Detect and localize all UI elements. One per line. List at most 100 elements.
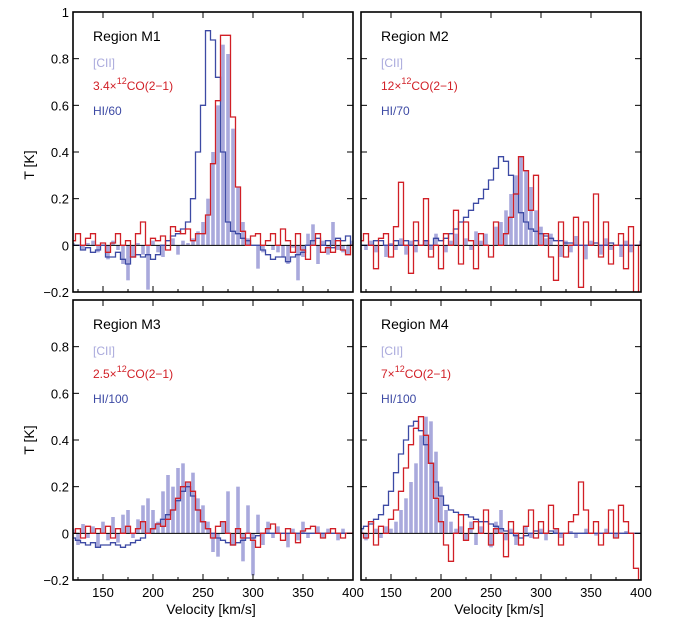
cii-bar xyxy=(439,486,443,534)
cii-bar xyxy=(161,491,165,534)
y-tick-label: 0.2 xyxy=(51,480,69,495)
cii-bar xyxy=(361,528,363,534)
cii-bar xyxy=(161,245,165,257)
cii-bar xyxy=(221,521,225,534)
legend-co: 3.4×12CO(2−1) xyxy=(93,76,173,93)
cii-bar xyxy=(276,245,280,253)
cii-bar xyxy=(146,245,150,290)
cii-bar xyxy=(136,243,140,246)
cii-bar xyxy=(509,194,513,246)
cii-bar xyxy=(514,175,518,246)
cii-bar xyxy=(474,231,478,246)
cii-bar xyxy=(444,510,448,534)
cii-bar xyxy=(276,526,280,534)
legend-cii: [CII] xyxy=(93,56,115,70)
cii-bar xyxy=(291,528,295,534)
cii-bar xyxy=(86,533,90,538)
cii-bar xyxy=(336,533,340,541)
cii-bar xyxy=(544,533,548,541)
cii-bar xyxy=(141,505,145,534)
cii-bar xyxy=(504,533,508,541)
cii-bar xyxy=(514,533,518,545)
cii-bar xyxy=(629,245,633,253)
panel-3: 150 200 250 300 350 400 −0.2 0 0.2 0.4 0.6 0.8 Regio… xyxy=(43,299,364,600)
cii-bar xyxy=(166,475,170,534)
cii-bar xyxy=(251,533,255,576)
hi-series-line xyxy=(361,156,641,246)
y-tick-label: 0 xyxy=(62,238,69,253)
cii-bar xyxy=(96,245,100,253)
cii-bar xyxy=(156,245,160,253)
y-tick-label: 1 xyxy=(62,5,69,20)
cii-bar xyxy=(464,238,468,246)
cii-bar xyxy=(409,482,413,534)
cii-bar xyxy=(311,224,315,246)
cii-bar xyxy=(241,533,245,562)
legend-hi: HI/70 xyxy=(381,104,410,118)
co-series-line xyxy=(73,481,353,548)
cii-bar xyxy=(554,528,558,534)
cii-bar xyxy=(454,233,458,246)
cii-bar xyxy=(336,245,340,250)
cii-bar xyxy=(86,243,90,246)
x-tick-label: 150 xyxy=(92,585,114,600)
cii-bar xyxy=(216,533,220,557)
cii-bar xyxy=(216,105,220,246)
cii-bar xyxy=(434,233,438,246)
cii-bar xyxy=(231,128,235,246)
x-tick-label: 350 xyxy=(580,585,602,600)
cii-bar xyxy=(331,222,335,246)
cii-bar xyxy=(146,498,150,534)
cii-bar xyxy=(429,421,433,534)
cii-bar xyxy=(499,510,503,534)
cii-bar xyxy=(534,210,538,246)
cii-bar xyxy=(539,226,543,246)
cii-bar xyxy=(624,531,628,534)
cii-bar xyxy=(454,528,458,534)
cii-bar xyxy=(316,526,320,534)
cii-bar xyxy=(379,533,383,538)
cii-bar xyxy=(639,240,641,246)
panel-title: Region M4 xyxy=(381,316,449,332)
y-tick-label: 0 xyxy=(62,526,69,541)
cii-bar xyxy=(316,245,320,264)
cii-bar xyxy=(101,521,105,534)
cii-bar xyxy=(394,245,398,250)
cii-bar xyxy=(256,514,260,534)
panel-title: Region M2 xyxy=(381,28,449,44)
panel-2: Region M2 [CII] 12×12CO(2−1) HI/70 xyxy=(360,11,642,293)
cii-bar xyxy=(364,245,368,250)
plot-area xyxy=(361,156,641,292)
cii-bar xyxy=(196,498,200,534)
cii-bar xyxy=(131,533,135,538)
cii-bar xyxy=(559,245,563,257)
cii-bar xyxy=(306,533,310,538)
cii-bar xyxy=(519,156,523,246)
cii-bar xyxy=(574,533,578,538)
x-tick-label: 300 xyxy=(242,585,264,600)
cii-bar xyxy=(404,245,408,255)
x-tick-label: 250 xyxy=(480,585,502,600)
cii-bar xyxy=(151,240,155,246)
cii-bar xyxy=(429,245,433,250)
cii-bar xyxy=(91,240,95,246)
x-tick-label: 400 xyxy=(342,585,364,600)
cii-bar xyxy=(479,240,483,246)
cii-bar xyxy=(624,240,628,246)
cii-bar xyxy=(206,521,210,534)
cii-bar xyxy=(306,233,310,246)
legend-cii: [CII] xyxy=(381,344,403,358)
cii-bar xyxy=(341,528,345,534)
cii-bar xyxy=(241,222,245,246)
plot-area xyxy=(361,416,641,580)
cii-bar xyxy=(464,533,468,541)
cii-bar xyxy=(544,238,548,246)
cii-bar xyxy=(479,526,483,534)
cii-bar xyxy=(256,245,260,269)
cii-bar xyxy=(181,240,185,246)
cii-bar xyxy=(73,528,75,534)
cii-bar xyxy=(116,533,120,543)
cii-bar xyxy=(574,236,578,246)
cii-bar xyxy=(529,187,533,246)
